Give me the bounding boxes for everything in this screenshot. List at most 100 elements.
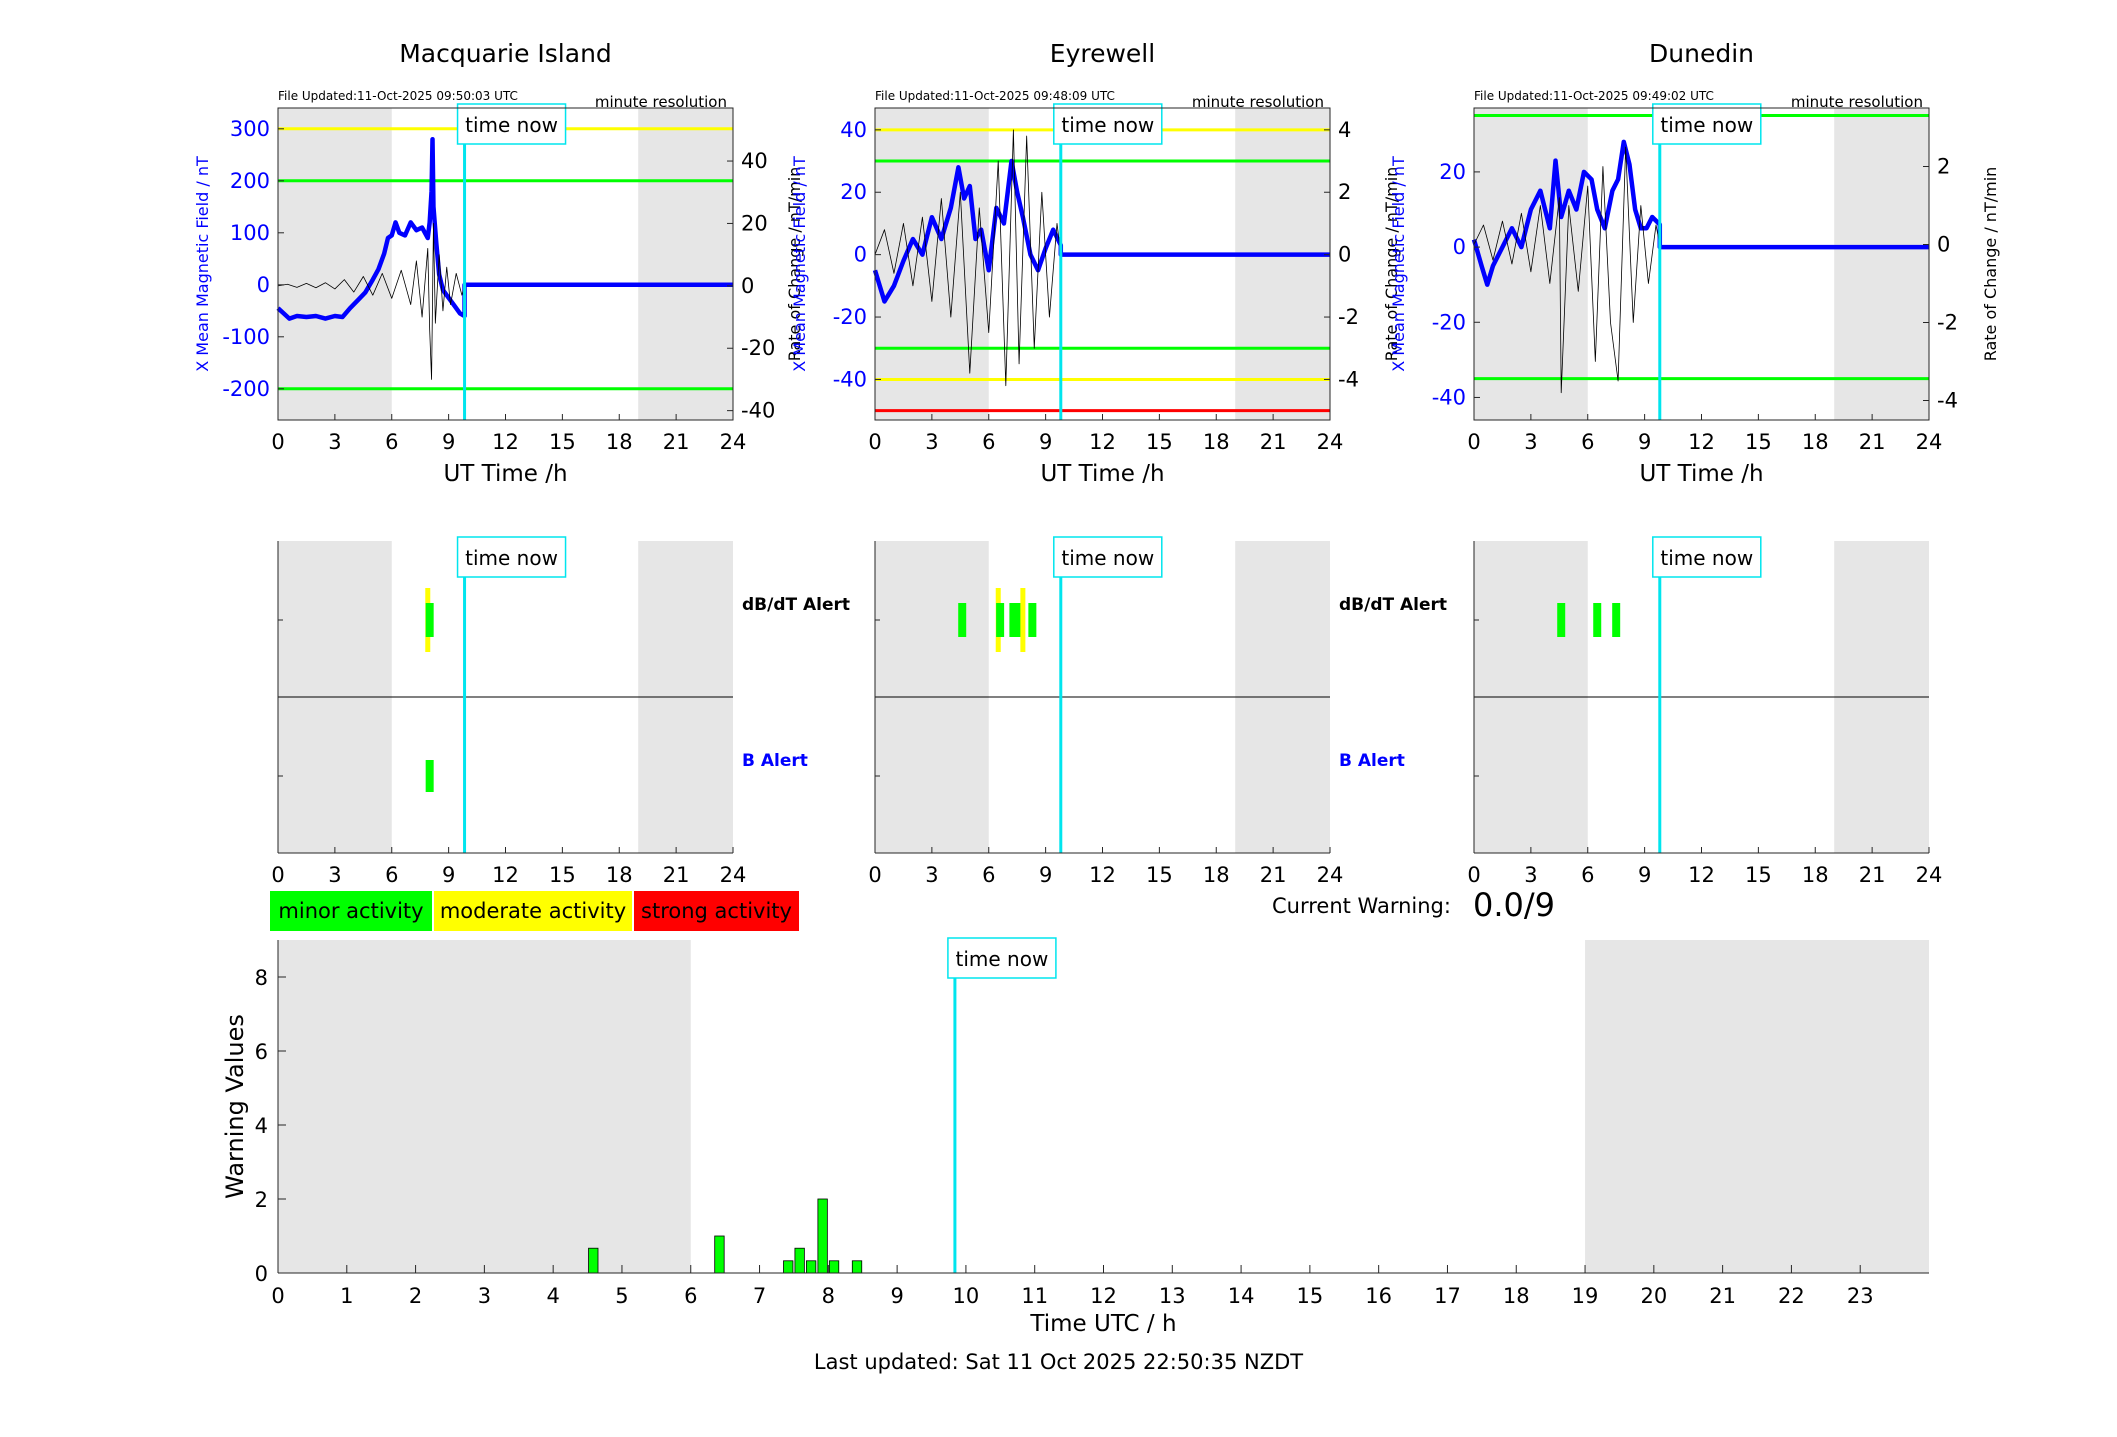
warning-night-shade-0 xyxy=(278,940,691,1273)
alert-x-tick-label-1-1: 3 xyxy=(925,863,938,887)
y2-tick-label-1-2: 0 xyxy=(1338,243,1351,267)
alert-x-tick-label-0-2: 6 xyxy=(385,863,398,887)
y-tick-label-0-3: 100 xyxy=(230,221,270,245)
x-tick-label-0-4: 12 xyxy=(492,430,519,454)
x-tick-label-0-0: 0 xyxy=(271,430,284,454)
x-tick-label-1-8: 24 xyxy=(1317,430,1344,454)
alert-x-tick-label-2-7: 21 xyxy=(1859,863,1886,887)
dbdt-alert-mark-2-1 xyxy=(1593,603,1602,637)
time-now-0-label: time now xyxy=(465,113,558,137)
alert-x-tick-label-0-6: 18 xyxy=(606,863,633,887)
y-axis-label-2: X Mean Magnetic Field / nT xyxy=(1389,156,1408,372)
warning-x-tick-label-14: 14 xyxy=(1228,1284,1255,1308)
warning-night-shade-1 xyxy=(1585,940,1929,1273)
x-tick-label-1-0: 0 xyxy=(868,430,881,454)
alert-x-tick-label-2-3: 9 xyxy=(1638,863,1651,887)
alert-x-tick-label-0-7: 21 xyxy=(663,863,690,887)
alert-x-tick-label-2-5: 15 xyxy=(1745,863,1772,887)
warning-bar-7 xyxy=(851,1260,863,1274)
warning-x-tick-label-16: 16 xyxy=(1365,1284,1392,1308)
x-tick-label-0-1: 3 xyxy=(328,430,341,454)
alert-x-tick-label-2-8: 24 xyxy=(1916,863,1943,887)
station-title-0: Macquarie Island xyxy=(399,39,612,68)
warning-bar-1 xyxy=(714,1235,725,1274)
night-shade-0-1 xyxy=(638,108,733,420)
y-tick-label-1-2: 0 xyxy=(854,243,867,267)
warning-bar-5 xyxy=(817,1198,828,1274)
x-tick-label-0-7: 21 xyxy=(663,430,690,454)
alert-x-tick-label-1-4: 12 xyxy=(1089,863,1116,887)
y-tick-label-0-1: -100 xyxy=(222,325,270,349)
time-now-1-box xyxy=(1053,103,1163,145)
warning-x-tick-label-15: 15 xyxy=(1297,1284,1324,1308)
time-now-2-label: time now xyxy=(1660,113,1753,137)
alert-x-tick-label-0-4: 12 xyxy=(492,863,519,887)
y-tick-label-1-3: 20 xyxy=(840,180,867,204)
alert-x-tick-label-1-8: 24 xyxy=(1317,863,1344,887)
dbdt-alert-mark-1-0 xyxy=(958,603,967,637)
y2-tick-label-2-3: 2 xyxy=(1937,155,1950,179)
x-tick-label-1-5: 15 xyxy=(1146,430,1173,454)
x-tick-label-2-2: 6 xyxy=(1581,430,1594,454)
resolution-label-2: minute resolution xyxy=(1791,93,1923,111)
x-tick-label-2-6: 18 xyxy=(1802,430,1829,454)
current-warning-value: 0.0/9 xyxy=(1473,886,1556,924)
warning-x-tick-label-19: 19 xyxy=(1572,1284,1599,1308)
legend-strong-activity: strong activity xyxy=(634,891,799,931)
alert-label-1-1: B Alert xyxy=(1339,751,1405,771)
alert-time-now-2-box xyxy=(1652,536,1762,578)
warning-x-tick-label-11: 11 xyxy=(1021,1284,1048,1308)
dbdt-alert-mark-1-6 xyxy=(1020,588,1026,652)
resolution-label-0: minute resolution xyxy=(595,93,727,111)
alert-time-now-0-label: time now xyxy=(465,546,558,570)
alert-x-tick-label-2-0: 0 xyxy=(1467,863,1480,887)
warning-time-now-box xyxy=(947,937,1057,979)
x-axis-label-2: UT Time /h xyxy=(1639,461,1763,487)
warning-x-tick-label-9: 9 xyxy=(890,1284,903,1308)
y2-tick-label-2-2: 0 xyxy=(1937,233,1950,257)
legend-moderate-activity: moderate activity xyxy=(434,891,632,931)
x-tick-label-2-1: 3 xyxy=(1524,430,1537,454)
x-axis-label-1: UT Time /h xyxy=(1040,461,1164,487)
alert-x-tick-label-2-2: 6 xyxy=(1581,863,1594,887)
warning-bar-0 xyxy=(588,1247,599,1274)
x-tick-label-2-0: 0 xyxy=(1467,430,1480,454)
rate-series-0 xyxy=(277,223,465,380)
warning-x-tick-label-6: 6 xyxy=(684,1284,697,1308)
alert-x-tick-label-0-8: 24 xyxy=(720,863,747,887)
warning-y-tick-label-2: 4 xyxy=(255,1114,268,1138)
legend-minor-activity: minor activity xyxy=(270,891,432,931)
warning-bar-2 xyxy=(783,1260,794,1274)
warning-x-tick-label-13: 13 xyxy=(1159,1284,1186,1308)
dbdt-alert-mark-2-2 xyxy=(1612,603,1621,637)
rate-series-1 xyxy=(874,129,1062,387)
y-tick-label-1-4: 40 xyxy=(840,118,867,142)
warning-x-tick-label-7: 7 xyxy=(753,1284,766,1308)
warning-x-tick-label-12: 12 xyxy=(1090,1284,1117,1308)
dbdt-alert-mark-1-7 xyxy=(1028,603,1037,637)
y2-tick-label-0-1: -20 xyxy=(741,336,775,360)
dbdt-alert-mark-0-1 xyxy=(425,603,434,637)
alert-x-tick-label-2-6: 18 xyxy=(1802,863,1829,887)
field-series-0 xyxy=(276,136,733,321)
y-tick-label-1-1: -20 xyxy=(833,305,867,329)
x-tick-label-0-6: 18 xyxy=(606,430,633,454)
night-shade-1-1 xyxy=(1235,108,1330,420)
warning-bar-4 xyxy=(806,1260,817,1274)
warning-time-now-label: time now xyxy=(956,947,1049,971)
warning-x-axis-label: Time UTC / h xyxy=(1029,1311,1176,1337)
file-updated-1: File Updated:11-Oct-2025 09:48:09 UTC xyxy=(875,89,1115,103)
warning-x-tick-label-10: 10 xyxy=(953,1284,980,1308)
alert-x-tick-label-0-1: 3 xyxy=(328,863,341,887)
warning-x-tick-label-8: 8 xyxy=(822,1284,835,1308)
warning-bar-3 xyxy=(794,1247,805,1274)
alert-label-0-1: B Alert xyxy=(742,751,808,771)
y2-tick-label-1-1: -2 xyxy=(1338,305,1359,329)
x-tick-label-2-8: 24 xyxy=(1916,430,1943,454)
warning-x-tick-label-4: 4 xyxy=(546,1284,559,1308)
alert-x-tick-label-1-5: 15 xyxy=(1146,863,1173,887)
station-title-1: Eyrewell xyxy=(1050,39,1155,68)
resolution-label-1: minute resolution xyxy=(1192,93,1324,111)
warning-x-tick-label-18: 18 xyxy=(1503,1284,1530,1308)
y2-tick-label-0-0: -40 xyxy=(741,399,775,423)
